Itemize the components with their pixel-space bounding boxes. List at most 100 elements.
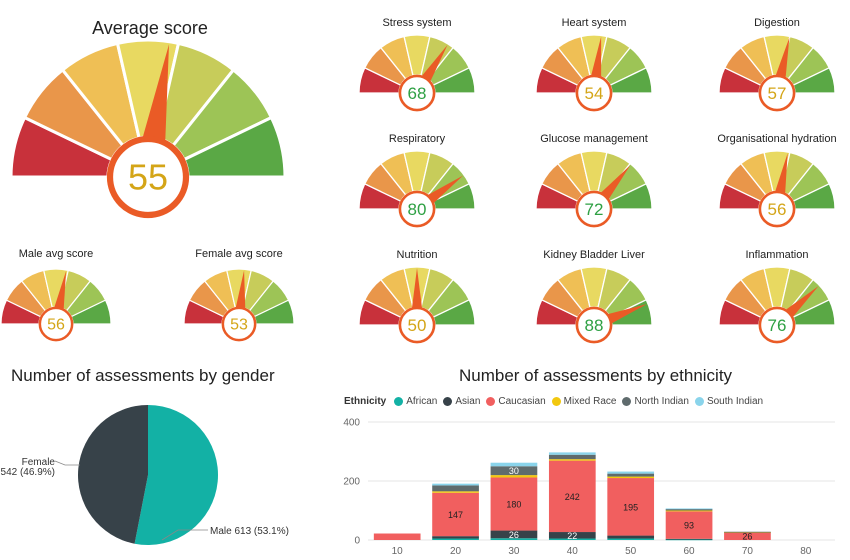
legend-dot <box>694 397 704 406</box>
bar-segment-caucasian <box>724 532 771 540</box>
bar-data-label: 22 <box>567 531 577 541</box>
gauge-value: 80 <box>408 200 427 219</box>
x-tick-label: 10 <box>392 546 404 557</box>
x-tick-label: 70 <box>742 546 754 557</box>
x-tick-label: 20 <box>450 546 462 557</box>
gauge-value: 57 <box>768 84 787 103</box>
legend-dot <box>486 397 496 406</box>
bar-segment-north-indian <box>607 473 655 477</box>
bar-segment-mixed-race <box>432 491 479 493</box>
stress-system-title: Stress system <box>382 17 452 29</box>
legend-label: Caucasian <box>498 396 546 407</box>
nutrition-title: Nutrition <box>396 249 438 261</box>
y-tick-label: 400 <box>343 418 360 429</box>
bar-segment-mixed-race <box>490 475 538 478</box>
organisational-hydration-title: Organisational hydration <box>717 133 837 145</box>
bar-segment-south-indian <box>432 483 479 486</box>
legend-item-african[interactable]: African <box>394 396 437 407</box>
gauge-value: 56 <box>47 317 65 334</box>
gauge-hub <box>38 306 74 342</box>
legend-item-south-indian[interactable]: South Indian <box>694 396 763 407</box>
legend-dot <box>551 397 561 406</box>
bar-segment-asian <box>607 535 655 539</box>
bar-segment-south-indian <box>548 452 596 455</box>
gauge-hub <box>398 190 436 228</box>
stress-system-gauge: Stress system 68 <box>357 15 477 112</box>
nutrition-gauge: Nutrition 50 <box>357 247 477 344</box>
gauge-value: 76 <box>768 316 787 335</box>
legend-item-north-indian[interactable]: North Indian <box>622 396 689 407</box>
bar-segment-mixed-race <box>665 510 713 512</box>
gauge-hub <box>398 74 436 112</box>
bar-segment-south-indian <box>665 508 713 510</box>
legend-label: Mixed Race <box>563 396 617 407</box>
bar-data-label: 26 <box>742 532 752 542</box>
organisational-hydration-gauge: Organisational hydration 56 <box>717 131 837 228</box>
digestion-dial: 57 <box>718 34 836 112</box>
respiratory-gauge: Respiratory 80 <box>357 131 477 228</box>
bar-data-label: 26 <box>509 530 519 540</box>
average-score-dial: 55 <box>9 38 287 219</box>
heart-system-title: Heart system <box>561 17 627 29</box>
bar-data-label: 180 <box>506 500 521 510</box>
gauge-hub <box>575 190 613 228</box>
gauge-hub <box>221 306 257 342</box>
y-tick-label: 200 <box>343 477 360 488</box>
gauge-value: 55 <box>128 157 168 198</box>
female-avg-score-gauge: Female avg score 53 <box>183 246 295 342</box>
legend-dot <box>394 397 404 406</box>
gauge-hub <box>575 306 613 344</box>
bar-segment-mixed-race <box>607 476 655 479</box>
legend-item-caucasian[interactable]: Caucasian <box>486 396 546 407</box>
bar-segment-south-indian <box>607 471 655 474</box>
male-label: Male 613 (53.1%) <box>210 526 289 537</box>
gauge-hub <box>575 74 613 112</box>
bar-segment-african <box>490 538 538 540</box>
gauge-hub <box>758 74 796 112</box>
inflammation-title: Inflammation <box>745 249 809 261</box>
male-leader-line <box>161 529 208 541</box>
gauge-hub <box>758 190 796 228</box>
gauge-hub <box>106 135 190 219</box>
male-avg-score-title: Male avg score <box>18 248 94 260</box>
heart-system-gauge: Heart system 54 <box>534 15 654 112</box>
bar-segment-caucasian <box>665 511 713 539</box>
gauge-value: 72 <box>585 200 604 219</box>
bar-segment-caucasian <box>490 477 538 531</box>
digestion-title: Digestion <box>754 17 800 29</box>
bar-segment-african <box>665 539 713 541</box>
gender-chart-title: Number of assessments by gender <box>11 366 275 385</box>
gauge-value: 68 <box>408 84 427 103</box>
kidney-bladder-liver-gauge: Kidney Bladder Liver 88 <box>534 247 654 344</box>
female-avg-score-dial: 53 <box>183 268 295 342</box>
nutrition-dial: 50 <box>358 266 476 344</box>
bar-segment-caucasian <box>373 533 421 540</box>
x-tick-label: 60 <box>684 546 696 557</box>
inflammation-gauge: Inflammation 76 <box>717 247 837 344</box>
bar-data-label: 30 <box>509 466 519 476</box>
gauge-value: 54 <box>585 84 604 103</box>
organisational-hydration-dial: 56 <box>718 150 836 228</box>
gauge-value: 88 <box>585 316 604 335</box>
respiratory-title: Respiratory <box>388 133 446 145</box>
ethnicity-chart-title: Number of assessments by ethnicity <box>459 366 733 385</box>
legend-item-mixed-race[interactable]: Mixed Race <box>551 396 617 407</box>
heart-system-dial: 54 <box>535 34 653 112</box>
bar-segment-african <box>432 538 479 540</box>
gauge-value: 53 <box>230 317 248 334</box>
bar-segment-north-indian <box>432 485 479 492</box>
average-score-gauge: Average score 55 <box>5 10 295 219</box>
ethnicity-legend: Ethnicity African Asian Caucasian Mixed … <box>344 396 769 407</box>
gauge-value: 56 <box>768 200 787 219</box>
glucose-management-dial: 72 <box>535 150 653 228</box>
bar-segment-caucasian <box>432 492 479 537</box>
bar-data-label: 93 <box>684 521 694 531</box>
y-tick-label: 0 <box>354 536 360 547</box>
bar-segment-north-indian <box>665 509 713 511</box>
legend-dot <box>443 397 453 406</box>
bar-segment-asian <box>548 532 596 539</box>
legend-item-asian[interactable]: Asian <box>443 396 480 407</box>
x-tick-label: 40 <box>567 546 579 557</box>
female-label: Female <box>22 457 56 468</box>
